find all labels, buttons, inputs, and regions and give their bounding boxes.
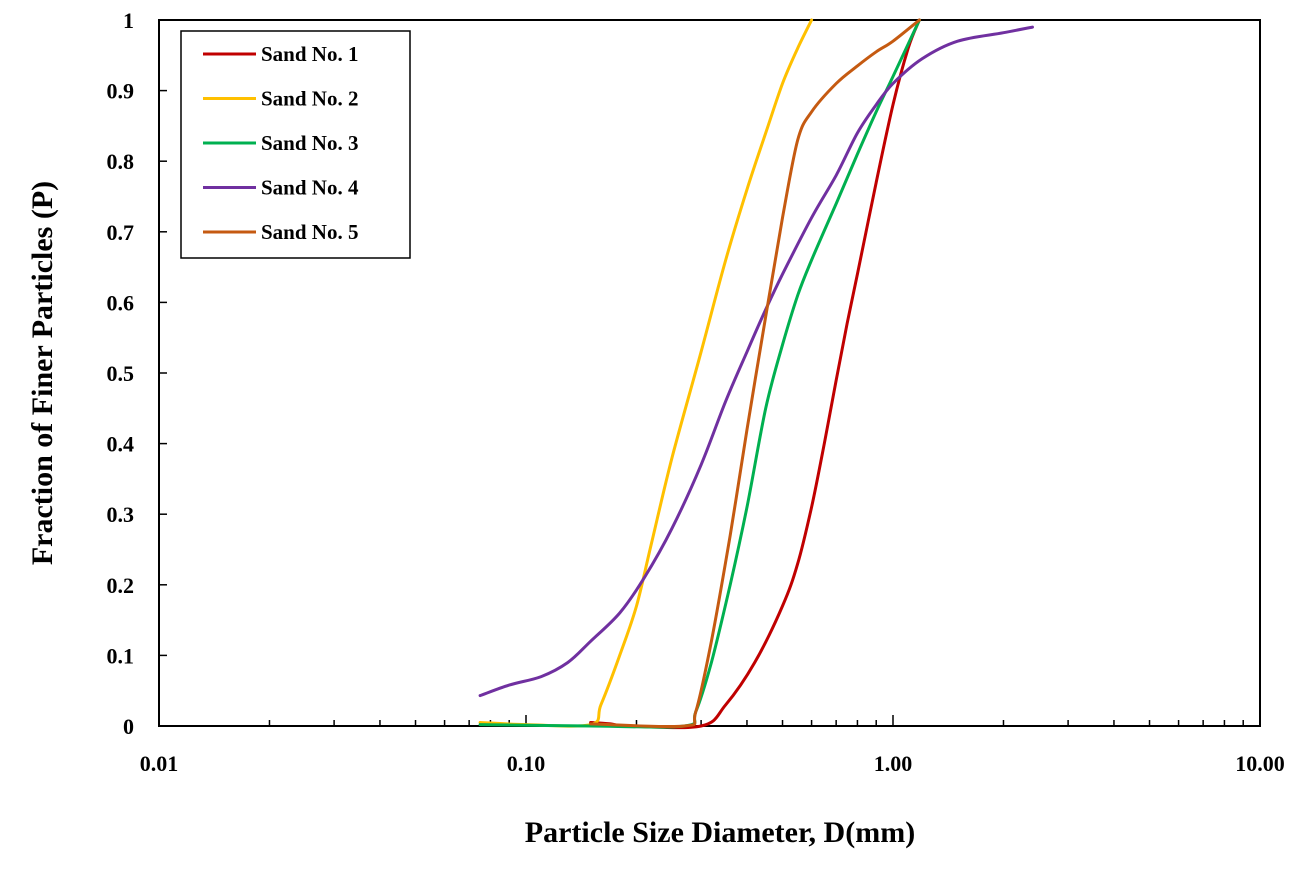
y-tick-label: 0.9 <box>107 79 135 104</box>
y-tick-label: 0.6 <box>107 290 135 315</box>
y-tick-label: 0 <box>123 714 134 739</box>
y-axis-ticks: 0 0.1 0.2 0.3 0.4 0.5 0.6 0.7 0.8 0.9 1 <box>107 8 167 739</box>
y-axis-title: Fraction of Finer Particles (P) <box>26 181 59 565</box>
legend-label-sand-no-2: Sand No. 2 <box>261 87 358 111</box>
legend-label-sand-no-4: Sand No. 4 <box>261 176 359 200</box>
y-tick-label: 0.7 <box>107 220 135 245</box>
x-axis-ticks: 0.01 0.10 1.00 10.00 <box>140 715 1285 776</box>
x-axis-title: Particle Size Diameter, D(mm) <box>525 816 915 849</box>
x-tick-label: 10.00 <box>1235 751 1285 776</box>
y-tick-label: 0.4 <box>107 432 135 457</box>
legend-label-sand-no-3: Sand No. 3 <box>261 131 358 155</box>
series-lines <box>478 18 1034 730</box>
y-tick-label: 0.1 <box>107 643 135 668</box>
series-line-sand-no-4 <box>478 25 1034 698</box>
y-tick-label: 0.2 <box>107 573 135 598</box>
legend: Sand No. 1 Sand No. 2 Sand No. 3 Sand No. 4… <box>180 30 411 259</box>
x-tick-label: 1.00 <box>874 751 913 776</box>
series-line-sand-no-5 <box>589 18 921 729</box>
y-tick-label: 0.3 <box>107 502 135 527</box>
legend-label-sand-no-5: Sand No. 5 <box>261 220 358 244</box>
series-line-sand-no-2 <box>478 18 814 728</box>
y-tick-label: 1 <box>123 8 134 33</box>
x-tick-label: 0.10 <box>507 751 546 776</box>
y-tick-label: 0.5 <box>107 361 135 386</box>
x-tick-label: 0.01 <box>140 751 179 776</box>
legend-label-sand-no-1: Sand No. 1 <box>261 42 358 66</box>
y-tick-label: 0.8 <box>107 149 135 174</box>
